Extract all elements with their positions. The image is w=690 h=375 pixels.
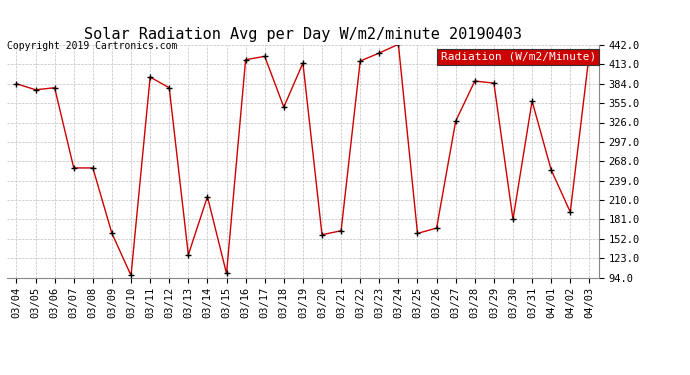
Title: Solar Radiation Avg per Day W/m2/minute 20190403: Solar Radiation Avg per Day W/m2/minute …	[84, 27, 522, 42]
Text: Radiation (W/m2/Minute): Radiation (W/m2/Minute)	[441, 52, 596, 62]
Text: Copyright 2019 Cartronics.com: Copyright 2019 Cartronics.com	[7, 41, 177, 51]
